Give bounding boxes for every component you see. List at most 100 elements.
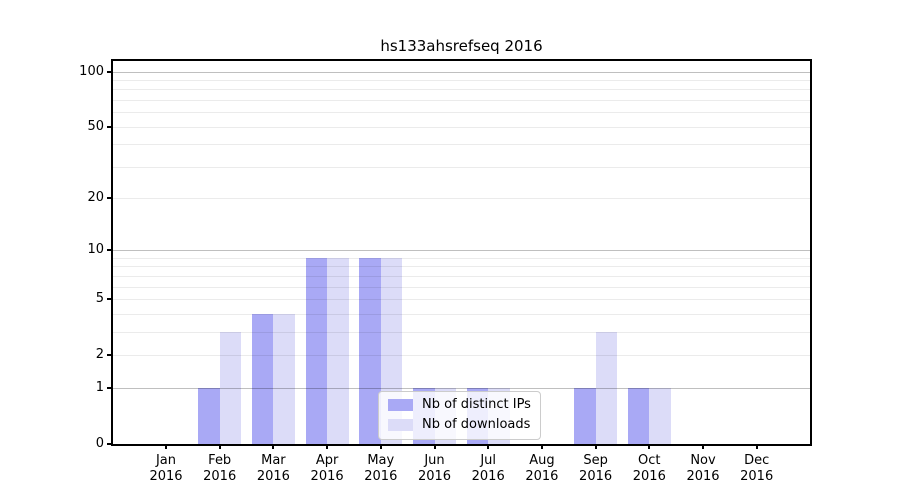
x-tick-year: 2016 <box>525 469 559 484</box>
minor-gridline-5 <box>113 299 810 301</box>
x-tick-year: 2016 <box>686 469 720 484</box>
x-tick-aug <box>540 444 543 449</box>
y-tick-5 <box>107 298 112 301</box>
x-tick-may <box>379 444 382 449</box>
x-tick-month: Sep <box>583 453 608 468</box>
x-tick-label-jun: Jun 2016 <box>405 453 465 485</box>
x-tick-nov <box>702 444 704 449</box>
y-tick-label-5: 5 <box>95 291 104 307</box>
x-tick-apr <box>326 444 329 449</box>
x-tick-dec <box>755 444 758 449</box>
x-tick-feb <box>218 444 221 449</box>
minor-gridline-80 <box>113 89 810 91</box>
y-tick-label-100: 100 <box>79 63 104 79</box>
y-tick-label-2: 2 <box>95 346 104 362</box>
y-tick-100 <box>107 70 112 73</box>
legend: Nb of distinct IPs Nb of downloads <box>378 391 541 440</box>
minor-gridline-30 <box>113 166 810 168</box>
y-tick-50 <box>107 125 112 128</box>
x-tick-year: 2016 <box>364 469 398 484</box>
x-tick-label-jul: Jul 2016 <box>458 453 518 485</box>
x-tick-year: 2016 <box>471 469 505 484</box>
minor-gridline-8 <box>113 266 810 268</box>
bar-downloads-sep <box>595 332 618 444</box>
bar-distinct-ips-may <box>359 258 381 444</box>
bar-distinct-ips-feb <box>198 388 220 444</box>
x-tick-label-apr: Apr 2016 <box>297 453 357 485</box>
minor-gridline-90 <box>113 79 810 81</box>
x-tick-year: 2016 <box>740 469 774 484</box>
x-tick-jun <box>433 444 436 449</box>
bar-distinct-ips-oct <box>627 388 650 444</box>
bar-downloads-oct <box>649 388 671 444</box>
y-tick-0 <box>107 442 112 445</box>
x-tick-month: Oct <box>638 453 661 468</box>
bar-downloads-mar <box>273 314 295 444</box>
bar-downloads-feb <box>219 332 242 444</box>
minor-gridline-60 <box>113 112 810 114</box>
bar-distinct-ips-sep <box>574 388 596 444</box>
y-tick-label-50: 50 <box>87 118 104 134</box>
x-tick-year: 2016 <box>149 469 183 484</box>
minor-gridline-7 <box>113 275 810 277</box>
minor-gridline-50 <box>113 126 810 128</box>
minor-gridline-3 <box>113 331 810 333</box>
major-gridline-100 <box>113 71 810 73</box>
x-tick-label-jan: Jan 2016 <box>136 453 196 485</box>
plot-area <box>111 59 812 446</box>
legend-label-downloads: Nb of downloads <box>422 417 531 432</box>
x-tick-label-sep: Sep 2016 <box>566 453 626 485</box>
x-tick-label-may: May 2016 <box>351 453 411 485</box>
y-tick-10 <box>107 249 112 252</box>
major-gridline-10 <box>113 250 810 252</box>
x-tick-year: 2016 <box>632 469 666 484</box>
x-tick-jan <box>165 444 167 449</box>
x-tick-year: 2016 <box>579 469 613 484</box>
x-tick-label-oct: Oct 2016 <box>619 453 679 485</box>
x-tick-label-feb: Feb 2016 <box>190 453 250 485</box>
minor-gridline-20 <box>113 198 810 200</box>
x-tick-year: 2016 <box>417 469 452 484</box>
chart-title: hs133ahsrefseq 2016 <box>380 37 543 55</box>
x-tick-month: May <box>367 453 395 468</box>
x-tick-month: Mar <box>261 453 286 468</box>
y-tick-2 <box>107 353 112 356</box>
y-tick-label-0: 0 <box>95 435 104 451</box>
legend-label-distinct-ips: Nb of distinct IPs <box>422 397 531 412</box>
y-tick-1 <box>107 386 112 389</box>
x-tick-mar <box>272 444 275 449</box>
x-tick-month: Aug <box>529 453 555 468</box>
x-tick-label-mar: Mar 2016 <box>243 453 303 485</box>
x-tick-label-nov: Nov 2016 <box>673 453 733 485</box>
bar-distinct-ips-apr <box>305 258 328 444</box>
legend-item-downloads: Nb of downloads <box>388 417 531 433</box>
bar-distinct-ips-mar <box>251 314 274 444</box>
y-tick-label-10: 10 <box>87 242 104 258</box>
minor-gridline-4 <box>113 313 810 315</box>
minor-gridline-9 <box>113 257 810 259</box>
x-tick-year: 2016 <box>310 469 344 484</box>
x-tick-oct <box>648 444 651 449</box>
legend-swatch-distinct-ips <box>388 399 413 411</box>
x-tick-month: Jan <box>155 453 177 468</box>
y-tick-label-20: 20 <box>87 190 104 206</box>
x-tick-year: 2016 <box>203 469 237 484</box>
y-tick-label-1: 1 <box>95 379 104 395</box>
y-tick-20 <box>107 197 112 200</box>
legend-item-distinct-ips: Nb of distinct IPs <box>388 397 531 413</box>
x-tick-year: 2016 <box>256 469 290 484</box>
x-tick-sep <box>594 444 597 449</box>
minor-gridline-6 <box>113 286 810 288</box>
x-tick-month: Apr <box>315 453 339 468</box>
x-tick-label-dec: Dec 2016 <box>727 453 787 485</box>
x-tick-label-aug: Aug 2016 <box>512 453 572 485</box>
x-tick-month: Dec <box>744 453 770 468</box>
x-tick-month: Jul <box>480 453 497 468</box>
x-tick-jul <box>487 444 490 449</box>
x-tick-month: Feb <box>208 453 232 468</box>
minor-gridline-70 <box>113 99 810 101</box>
minor-gridline-40 <box>113 144 810 146</box>
bar-downloads-apr <box>327 258 349 444</box>
minor-gridline-2 <box>113 354 810 356</box>
